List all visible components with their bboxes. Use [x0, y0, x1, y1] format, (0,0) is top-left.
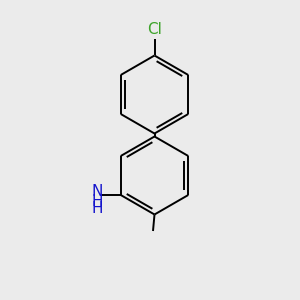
Text: N: N [92, 184, 103, 199]
Text: H: H [92, 194, 103, 209]
Text: Cl: Cl [147, 22, 162, 37]
Text: H: H [92, 201, 103, 216]
